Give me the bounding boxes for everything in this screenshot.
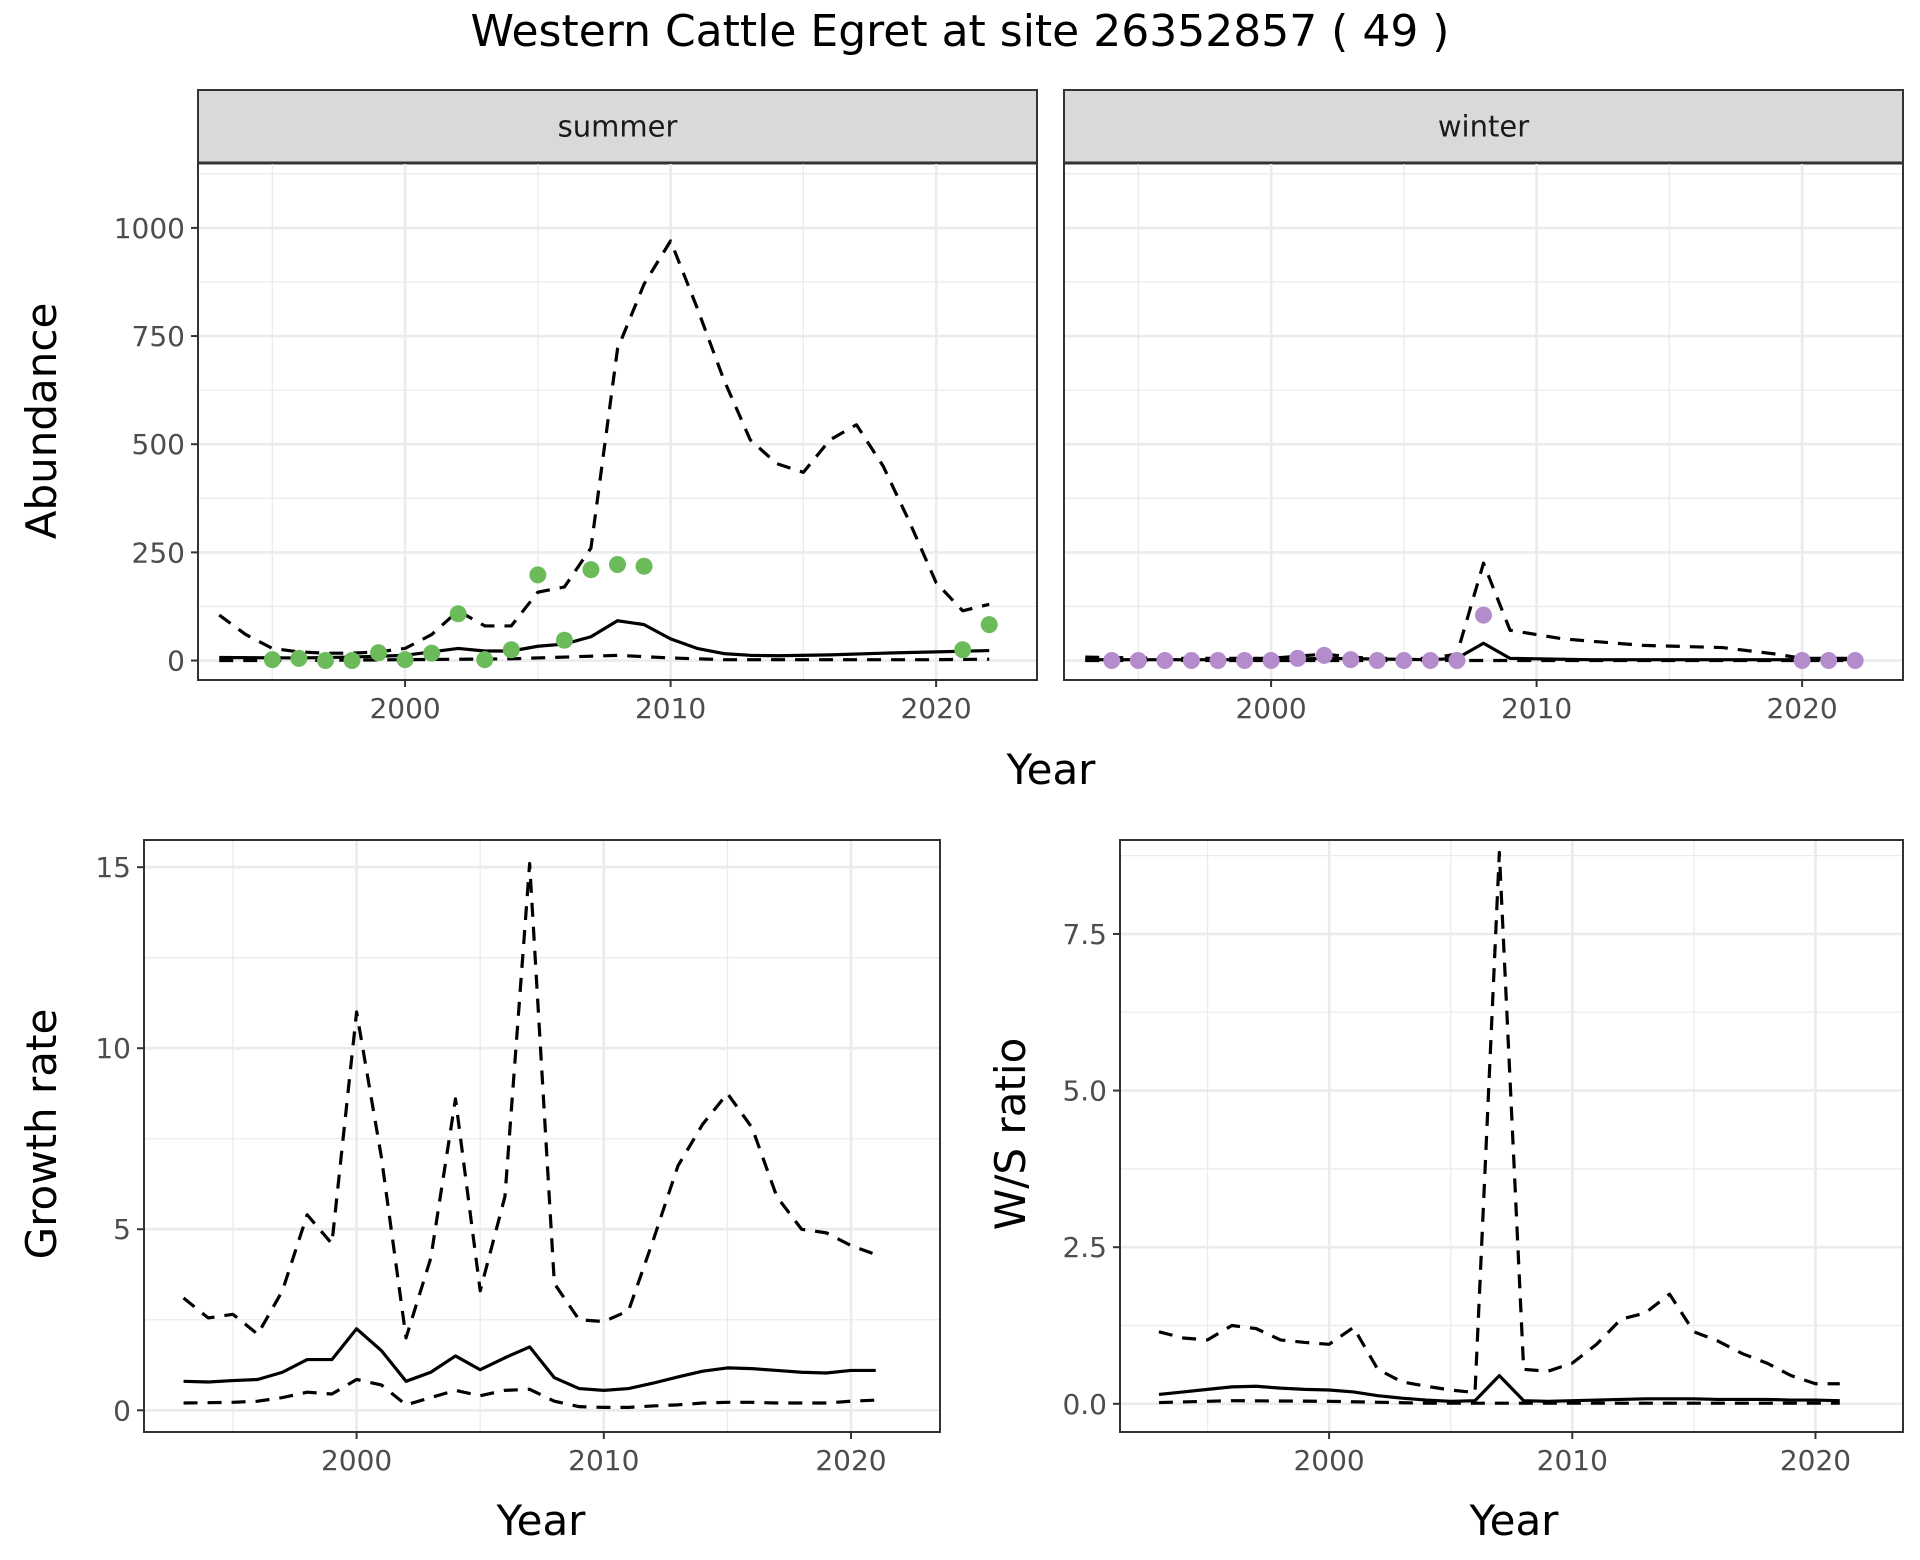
abundance-y-axis-title: Abundance — [17, 303, 66, 540]
summer-data-point — [502, 641, 520, 659]
winter-data-point — [1368, 652, 1386, 670]
summer-data-point — [263, 651, 281, 669]
ratio-series-group — [1158, 850, 1840, 1405]
ratio-y-tick-label: 5.0 — [1062, 1075, 1107, 1108]
growth-series-group — [182, 861, 877, 1409]
summer-y-tick-label: 750 — [132, 320, 185, 353]
summer-data-point — [449, 605, 467, 623]
winter-mean-line — [1085, 641, 1856, 662]
ratio-y-tick-label: 0.0 — [1062, 1388, 1107, 1421]
winter-data-point — [1262, 652, 1280, 670]
growth-lower-line — [183, 1377, 876, 1409]
winter-strip-label: winter — [1438, 110, 1529, 144]
summer-data-point — [343, 652, 361, 670]
ratio-x-axis-title: Year — [1469, 1496, 1560, 1545]
winter-data-point — [1820, 652, 1838, 670]
winter-series-group — [1085, 561, 1864, 670]
winter-data-point — [1156, 652, 1174, 670]
summer-x-tick-label: 2010 — [635, 692, 706, 725]
growth-rate-panel: 2000 2010 2020 0 5 10 15 — [95, 839, 941, 1477]
winter-data-point — [1103, 652, 1121, 670]
growth-panel-border — [143, 839, 941, 1433]
summer-strip — [197, 89, 1038, 164]
ratio-y-tick-label: 7.5 — [1062, 918, 1107, 951]
summer-strip-label: summer — [558, 110, 678, 144]
growth-y-tick-label: 0 — [113, 1394, 131, 1427]
winter-x-tick-label: 2020 — [1766, 692, 1837, 725]
winter-data-point — [1315, 646, 1333, 664]
ws-ratio-panel: 2000 2010 2020 0.0 2.5 5.0 7.5 — [1062, 839, 1904, 1477]
winter-data-point — [1448, 652, 1466, 670]
ratio-y-tick-label: 2.5 — [1062, 1231, 1107, 1264]
summer-data-point — [635, 557, 653, 575]
ratio-upper-line — [1158, 850, 1840, 1395]
ratio-x-tick-label: 2000 — [1293, 1444, 1364, 1477]
winter-panel: winter 2000 2010 2020 — [1063, 89, 1904, 725]
winter-data-point — [1209, 652, 1227, 670]
growth-mean-line — [183, 1327, 876, 1392]
summer-y-tick-label: 500 — [132, 428, 185, 461]
growth-x-axis-title: Year — [496, 1496, 587, 1545]
summer-series-group — [218, 239, 998, 670]
ratio-mean-line — [1158, 1374, 1840, 1403]
summer-data-point — [423, 644, 441, 662]
ratio-panel-border — [1119, 839, 1904, 1433]
top-x-axis-title: Year — [1006, 745, 1097, 794]
growth-x-tick-label: 2020 — [815, 1444, 886, 1477]
winter-grid — [1064, 163, 1903, 680]
summer-data-point — [609, 555, 626, 573]
winter-strip — [1063, 89, 1904, 164]
figure-title: Western Cattle Egret at site 26352857 ( … — [471, 6, 1450, 57]
summer-panel-border — [197, 162, 1038, 681]
winter-data-point — [1846, 652, 1864, 670]
winter-data-point — [1395, 652, 1413, 670]
growth-upper-line — [182, 861, 877, 1340]
summer-y-tick-label: 0 — [167, 645, 185, 678]
summer-mean-line — [219, 619, 990, 660]
growth-x-tick-label: 2000 — [321, 1444, 392, 1477]
ratio-x-tick-label: 2020 — [1780, 1444, 1851, 1477]
summer-data-point — [476, 651, 494, 669]
winter-x-tick-label: 2000 — [1235, 692, 1306, 725]
summer-data-point — [555, 631, 573, 649]
summer-y-tick-label: 1000 — [114, 212, 185, 245]
winter-panel-border — [1063, 162, 1904, 681]
winter-data-point — [1342, 651, 1360, 669]
summer-data-point — [980, 616, 998, 634]
summer-data-point — [529, 566, 547, 584]
winter-data-point — [1129, 652, 1147, 670]
growth-x-tick-label: 2010 — [568, 1444, 639, 1477]
summer-y-tick-label: 250 — [132, 536, 185, 569]
summer-data-point — [290, 649, 308, 667]
ratio-y-axis-title: W/S ratio — [986, 1038, 1035, 1231]
winter-data-point — [1289, 649, 1307, 667]
summer-data-point — [370, 644, 388, 662]
winter-data-point — [1182, 652, 1200, 670]
summer-data-point — [954, 641, 972, 659]
growth-y-tick-label: 5 — [113, 1213, 131, 1246]
winter-upper-line — [1085, 561, 1856, 660]
summer-upper-line — [218, 239, 990, 655]
winter-x-tick-label: 2010 — [1501, 692, 1572, 725]
growth-y-tick-label: 15 — [95, 851, 131, 884]
winter-data-point — [1793, 652, 1811, 670]
summer-x-tick-label: 2000 — [369, 692, 440, 725]
summer-data-point — [582, 561, 600, 579]
growth-grid — [144, 840, 940, 1432]
summer-x-tick-label: 2020 — [900, 692, 971, 725]
summer-data-point — [396, 651, 414, 669]
ratio-x-tick-label: 2010 — [1537, 1444, 1608, 1477]
growth-y-tick-label: 10 — [95, 1032, 131, 1065]
ratio-lower-line — [1158, 1399, 1840, 1405]
summer-data-point — [316, 652, 334, 670]
winter-data-point — [1475, 606, 1492, 624]
ratio-grid — [1120, 840, 1903, 1432]
summer-panel: summer 2000 2010 2020 0 250 500 750 1000 — [114, 89, 1038, 725]
growth-y-axis-title: Growth rate — [17, 1009, 66, 1260]
winter-data-point — [1421, 652, 1439, 670]
winter-data-point — [1236, 652, 1254, 670]
summer-grid — [198, 163, 1037, 680]
